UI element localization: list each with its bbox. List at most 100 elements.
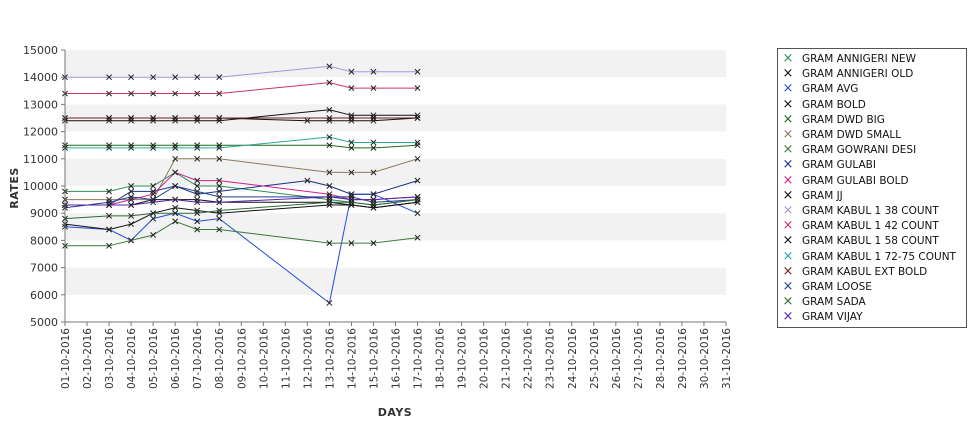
legend-label: GRAM AVG [802,83,859,96]
data-point [326,169,333,176]
grid-band [65,50,726,78]
data-point [370,191,377,198]
legend-label: GRAM KABUL 1 42 COUNT [802,220,939,233]
data-point [326,193,333,200]
data-point [172,218,179,225]
legend-label: GRAM ANNIGERI OLD [802,68,914,81]
data-point [128,183,135,189]
series-line [65,180,418,206]
data-point [370,199,377,206]
data-point [348,199,355,206]
data-point [326,117,333,124]
data-point [194,207,201,214]
data-point [326,142,333,149]
x-tick-label: 17-10-2016 [413,328,425,389]
series-gram-kabul-1-38-count [62,63,421,81]
data-point [348,202,355,208]
x-tick-label: 07-10-2016 [192,328,204,389]
legend-marker-icon: × [782,172,794,188]
data-point [194,210,201,217]
data-point [106,212,113,219]
data-point [370,240,377,247]
legend-label: GRAM KABUL 1 58 COUNT [802,235,939,248]
x-tick-label: 15-10-2016 [368,328,380,389]
data-point [216,144,223,151]
data-point [128,144,135,151]
data-point [172,115,179,121]
data-point [106,144,113,151]
legend-marker-icon: × [782,142,794,158]
x-tick-label: 05-10-2016 [148,328,160,389]
legend-marker-icon: × [782,309,794,325]
series-layer [62,63,421,306]
legend-marker-icon: × [782,127,794,142]
series-gram-kabul-ext-bold [62,115,421,121]
data-point [216,210,223,217]
x-tick-label: 08-10-2016 [214,328,226,389]
data-point [326,191,333,198]
legend-marker-icon: × [782,248,794,264]
legend-label: GRAM JJ [802,189,843,202]
data-point [194,218,201,225]
series-gram-gowrani-desi [62,218,421,249]
data-point [326,300,333,306]
data-point [216,193,223,200]
x-tick-label: 27-10-2016 [633,328,645,389]
data-point [172,196,179,203]
series-gram-vijay [62,193,421,208]
data-point [370,85,377,92]
data-point [414,199,421,206]
y-tick-label: 10000 [23,180,58,193]
data-point [414,234,421,241]
legend-marker-icon: × [782,279,794,294]
legend-marker-icon: × [782,111,794,127]
data-point [172,74,179,81]
legend-label: GRAM SADA [802,296,866,309]
data-point [150,196,157,203]
legend-label: GRAM VIJAY [802,311,863,324]
data-point [172,169,179,176]
data-point [348,196,355,203]
series-gram-kabul-1-72-75-count [62,134,421,151]
data-point [216,183,223,189]
data-point [304,177,311,184]
legend-label: GRAM DWD BIG [802,113,885,126]
data-point [150,117,157,124]
data-point [348,193,355,200]
data-point [128,193,135,200]
data-point [216,188,223,195]
data-point [216,207,223,214]
data-point [150,199,157,206]
data-point [216,215,223,222]
x-tick-label: 06-10-2016 [170,328,182,389]
x-tick-label: 29-10-2016 [677,328,689,389]
data-point [128,237,135,244]
data-point [216,142,223,149]
data-point [194,74,201,81]
data-point [150,188,157,195]
y-axis-ticks: 5000 6000 7000 8000 9000 10000 11000 12000 13000… [23,44,65,329]
data-point [304,117,311,124]
legend-label: GRAM LOOSE [802,281,872,293]
data-point [326,199,333,206]
legend-label: GRAM DWD SMALL [802,129,902,141]
data-point [194,196,201,203]
series-gram-dwd-small [62,155,421,203]
data-point [414,142,421,149]
x-tick-label: 02-10-2016 [82,328,94,389]
data-point [370,115,377,121]
data-point [348,115,355,121]
data-point [216,155,223,162]
data-point [216,90,223,97]
x-tick-label: 14-10-2016 [346,328,358,389]
y-tick-label: 6000 [30,289,58,302]
legend: × GRAM ANNIGERI NEW × GRAM ANNIGERI OLD × GRA… [777,48,967,328]
legend-label: GRAM GULABI BOLD [802,174,909,187]
data-point [414,177,421,184]
data-point [414,139,421,146]
data-point [128,90,135,97]
grid-band [65,240,726,268]
data-point [172,204,179,211]
data-point [348,85,355,92]
